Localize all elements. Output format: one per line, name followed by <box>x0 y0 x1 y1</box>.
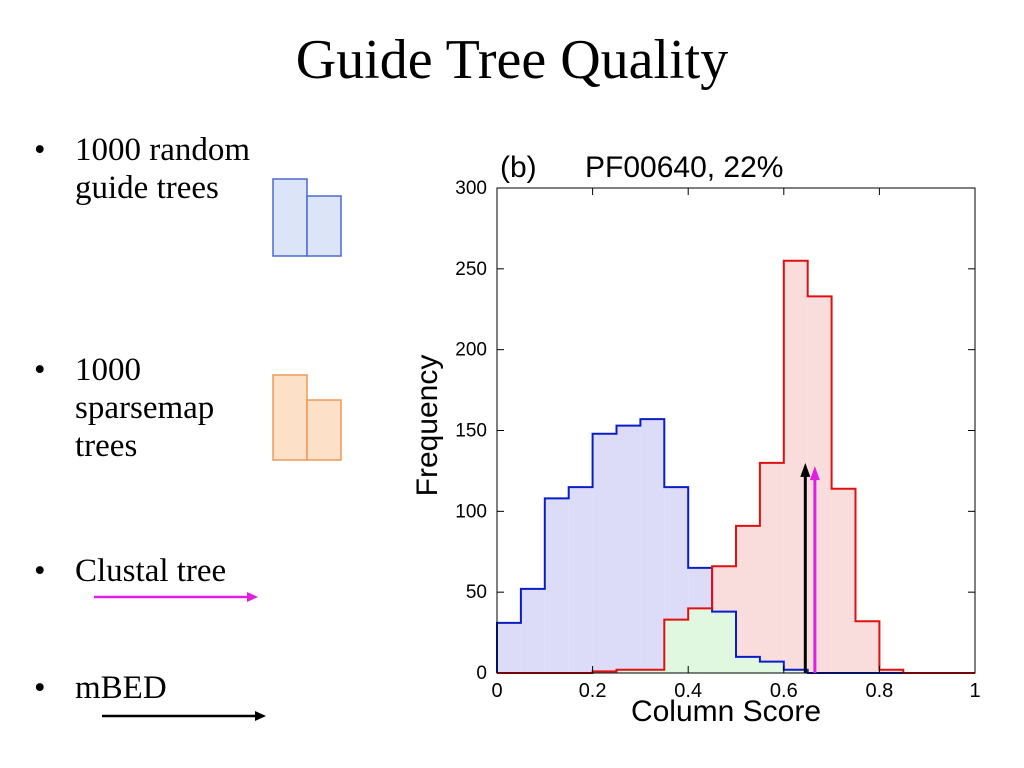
histogram-overlap-bar <box>616 669 641 673</box>
histogram-fill-bar <box>736 525 760 673</box>
histogram-overlap-bar <box>664 619 689 673</box>
sparsemap-trees-legend-icon <box>272 374 342 461</box>
y-tick-label: 100 <box>455 501 487 522</box>
mbed-arrow-icon <box>102 711 266 721</box>
histogram-fill-bar <box>497 622 521 673</box>
score-arrow-head <box>800 462 811 477</box>
histogram-overlap-bar <box>688 608 713 673</box>
bullet-marker: • <box>34 553 46 589</box>
histogram-fill-bar <box>879 669 904 673</box>
clustal-arrow-icon <box>94 592 258 602</box>
bullet-line: 1000 <box>75 352 141 388</box>
bullet-line: Clustal tree <box>75 553 227 589</box>
histogram-fill-bar <box>544 498 569 673</box>
x-axis-label: Column Score <box>631 695 821 728</box>
x-tick-label: 0.2 <box>579 680 607 702</box>
histogram-overlap-bar <box>712 611 736 673</box>
y-tick-label: 250 <box>455 259 487 280</box>
bullet-clustal-tree: • Clustal tree <box>34 553 294 591</box>
bullet-random-trees: • 1000 random guide trees <box>34 132 294 208</box>
bullet-line: mBED <box>75 670 167 706</box>
y-tick-label: 0 <box>476 663 487 684</box>
histogram-fill-bar <box>759 462 784 673</box>
x-tick-label: 1 <box>969 680 980 702</box>
bullet-sparsemap-trees: • 1000 sparsemap trees <box>34 352 254 466</box>
histogram-fill-bar <box>520 588 545 673</box>
bullet-line: guide trees <box>75 169 219 206</box>
score-arrow-head <box>809 466 820 481</box>
slide-title: Guide Tree Quality <box>295 29 729 91</box>
x-tick-label: 0.8 <box>865 680 893 702</box>
column-score-histogram: 0 50 100 150 200 250 300 0 0.2 0.4 0.6 0.8 1 (b) PF006… <box>411 151 981 728</box>
histogram-fill-bar <box>640 419 665 673</box>
y-axis-label: Frequency <box>411 355 444 497</box>
x-tick-label: 0 <box>491 680 502 702</box>
y-tick-label: 150 <box>455 421 487 442</box>
histogram-fill-bar <box>616 425 641 673</box>
histogram-overlap-bar <box>640 669 665 673</box>
histogram-fill-bar <box>592 433 617 673</box>
bullet-marker: • <box>34 670 46 706</box>
histogram-series-line <box>497 259 975 674</box>
x-tick-label: 0.4 <box>674 680 702 702</box>
histogram-fill-bar <box>855 621 880 673</box>
bullet-marker: • <box>34 352 46 388</box>
histogram-fill-bar <box>568 487 593 673</box>
y-tick-label: 200 <box>455 340 487 361</box>
histogram-fill-bar <box>831 488 856 673</box>
bullet-line: sparsemap <box>75 389 215 426</box>
y-tick-label: 50 <box>466 582 487 603</box>
histogram-overlap-bar <box>759 661 784 673</box>
x-tick-label: 0.6 <box>770 680 798 702</box>
panel-label: (b) <box>500 151 537 184</box>
histogram-fill-bar <box>783 260 808 673</box>
y-tick-label: 300 <box>455 178 487 199</box>
chart-title: PF00640, 22% <box>585 151 783 184</box>
bullet-line: trees <box>75 427 138 464</box>
bullet-mbed: • mBED <box>34 670 294 708</box>
random-trees-legend-icon <box>272 178 342 257</box>
bullet-marker: • <box>34 132 46 168</box>
histogram-overlap-bar <box>783 669 808 673</box>
histogram-fill-bar <box>807 296 832 673</box>
bullet-line: 1000 random <box>75 132 251 168</box>
histogram-overlap-bar <box>736 656 760 673</box>
